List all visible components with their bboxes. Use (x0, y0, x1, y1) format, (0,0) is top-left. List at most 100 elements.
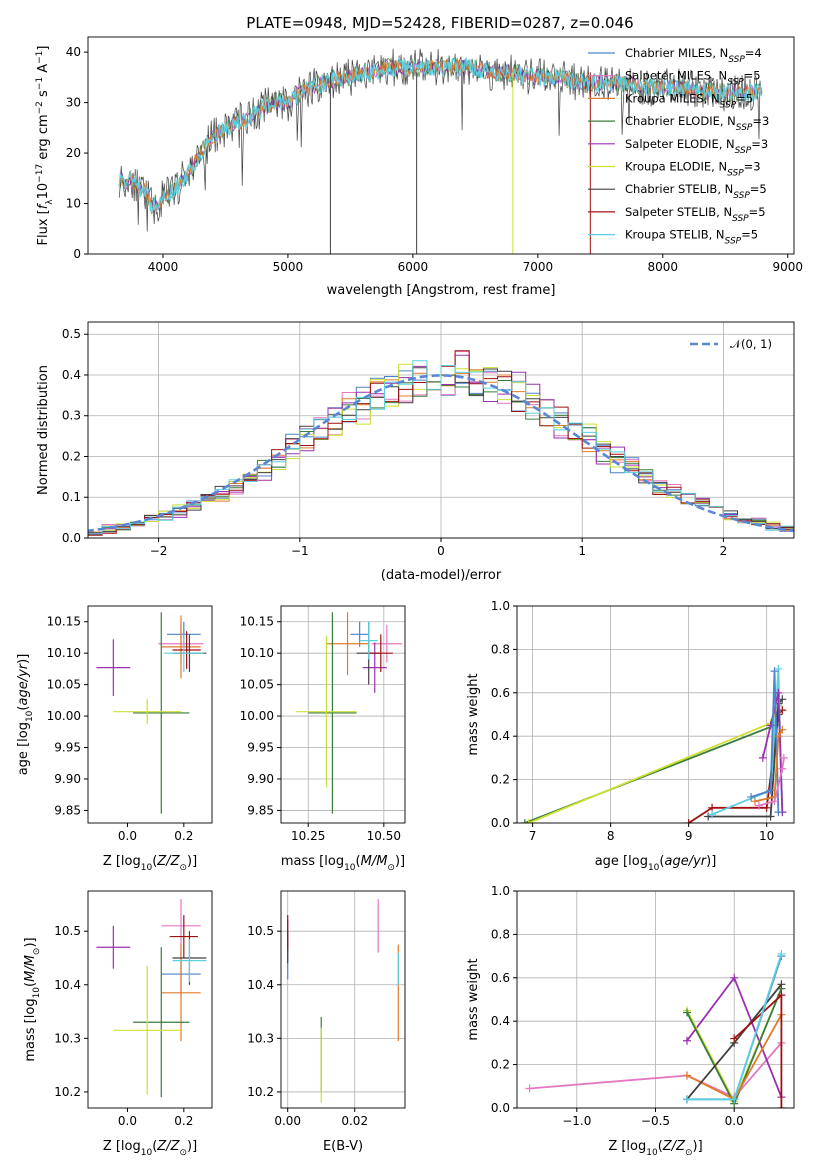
weight-line (750, 671, 780, 813)
histogram-step (88, 360, 794, 535)
weight-point (520, 819, 529, 823)
weight-point (730, 1095, 739, 1104)
legend-label: Kroupa STELIB, NSSP=5 (625, 228, 758, 247)
x-tick-label: 5000 (273, 260, 304, 274)
weight-point (524, 819, 533, 823)
y-tick-label: 10.2 (247, 1085, 274, 1099)
weight-point (770, 667, 779, 676)
weight-line (761, 692, 784, 813)
axes-frame (280, 605, 406, 824)
y-tick-label: 0.6 (491, 686, 510, 700)
weight-point (778, 764, 787, 773)
weight-point (730, 973, 739, 982)
x-axis-label: age [log10(age/yr)] (595, 854, 717, 873)
y-tick-label: 0.8 (491, 642, 510, 656)
weight-point (777, 991, 786, 1000)
x-axis-label: Z [log10(Z/Z⊙)] (608, 1139, 702, 1158)
axes-frame (87, 890, 213, 1109)
weight-point (779, 753, 788, 762)
x-tick-label: −1 (291, 544, 309, 558)
y-tick-label: 1.0 (491, 884, 510, 898)
x-tick-label: 7000 (523, 260, 554, 274)
x-tick-label: −1.0 (562, 1114, 591, 1128)
y-axis-label: mass weight (466, 958, 481, 1040)
x-tick-label: −2 (150, 544, 168, 558)
y-tick-label: 10.10 (47, 646, 81, 660)
x-axis-label: mass [log10(M/M⊙)] (281, 854, 405, 873)
y-tick-label: 10.2 (54, 1085, 81, 1099)
weight-point (766, 812, 775, 821)
plot-area (96, 899, 207, 1098)
weight-point (770, 797, 779, 806)
weight-point (774, 808, 783, 817)
plot-area (96, 612, 207, 814)
legend-label: Salpeter MILES, NSSP=5 (625, 69, 761, 88)
x-tick-label: 0.00 (274, 1114, 301, 1128)
weight-line (528, 705, 780, 823)
y-tick-label: 10.4 (54, 978, 81, 992)
y-tick-label: 0.0 (491, 816, 510, 830)
y-tick-label: 0.4 (491, 729, 510, 743)
y-tick-label: 10.3 (54, 1031, 81, 1045)
y-tick-label: 9.85 (247, 803, 274, 817)
legend-label: 𝒩(0, 1) (730, 337, 772, 351)
y-tick-label: 0.5 (62, 327, 81, 341)
x-tick-label: 10.25 (291, 829, 325, 843)
y-tick-label: 0.1 (62, 490, 81, 504)
plot-area (88, 350, 794, 537)
x-tick-label: 0.2 (174, 1114, 193, 1128)
x-tick-label: 0.0 (118, 1114, 137, 1128)
panel-massweight-vs-age: 7 8 9 10 0.0 0.2 0.4 0.6 0.8 1.0 age [log10(age/yr… (466, 599, 795, 873)
y-tick-label: 1.0 (491, 599, 510, 613)
x-tick-label: 10.50 (367, 829, 401, 843)
y-tick-label: 9.85 (54, 803, 81, 817)
x-tick-label: 0.2 (174, 829, 193, 843)
weight-point (682, 1095, 691, 1104)
y-axis-label: Flux [fλ10−17 erg cm−2 s−1 A−1] (35, 46, 55, 246)
panel-age-vs-Z: 0.0 0.2 9.85 9.90 9.95 10.00 10.05 10.10 10.15 Z … (16, 605, 213, 873)
panel-residuals: −2 −1 0 1 2 0.0 0.1 0.2 0.3 0.4 0.5 𝒩(0, 1) (data-mo… (36, 321, 795, 583)
y-tick-label: 9.95 (54, 741, 81, 755)
legend-label: Chabrier ELODIE, NSSP=3 (625, 114, 769, 133)
x-axis-label: wavelength [Angstrom, rest frame] (327, 283, 556, 298)
x-tick-label: 9 (685, 829, 693, 843)
y-tick-label: 30 (66, 96, 81, 110)
x-tick-label: 1 (578, 544, 586, 558)
x-tick-label: 0.0 (725, 1114, 744, 1128)
x-tick-label: 0.0 (118, 829, 137, 843)
spectrum-line (118, 56, 763, 213)
y-axis-label: Normed distribution (36, 365, 51, 495)
x-tick-label: 9000 (772, 260, 803, 274)
y-tick-label: 0.0 (491, 1101, 510, 1115)
y-tick-label: 0.2 (491, 773, 510, 787)
panel-massweight-vs-Z: −1.0 −0.5 0.0 0.0 0.2 0.4 0.6 0.8 1.0 Z [log10(Z/… (466, 884, 795, 1158)
panel-spectrum: 4000 5000 6000 7000 8000 9000 0 10 20 30 40 Chabrie… (35, 36, 803, 298)
y-tick-label: 0 (73, 247, 81, 261)
legend-label: Kroupa MILES, NSSP=5 (625, 91, 753, 110)
weight-point (682, 1071, 691, 1080)
weight-point (758, 753, 767, 762)
weight-point (774, 664, 783, 673)
y-tick-label: 0.4 (491, 1014, 510, 1028)
legend-label: Kroupa ELODIE, NSSP=3 (625, 160, 761, 179)
weight-line (754, 729, 784, 803)
y-tick-label: 10.3 (247, 1031, 274, 1045)
y-axis-label: age [log10(age/yr)] (16, 654, 35, 776)
y-tick-label: 0.8 (491, 927, 510, 941)
y-tick-label: 10.00 (47, 709, 81, 723)
x-tick-label: 2 (720, 544, 728, 558)
y-axis-label: mass [log10(M/M⊙)] (23, 937, 42, 1061)
panel-age-vs-mass: 10.25 10.50 9.85 9.90 9.95 10.00 10.05 10.10 10.… (240, 605, 406, 873)
y-tick-label: 9.95 (247, 741, 274, 755)
weight-line (524, 703, 780, 823)
weight-point (766, 786, 775, 795)
x-tick-label: 6000 (398, 260, 429, 274)
y-tick-label: 10.05 (47, 678, 81, 692)
weight-point (777, 1104, 786, 1108)
weight-point (774, 732, 783, 741)
legend-label: Chabrier STELIB, NSSP=5 (625, 182, 767, 201)
x-tick-label: 0 (437, 544, 445, 558)
axes-frame (87, 36, 795, 255)
weight-point (754, 801, 763, 810)
